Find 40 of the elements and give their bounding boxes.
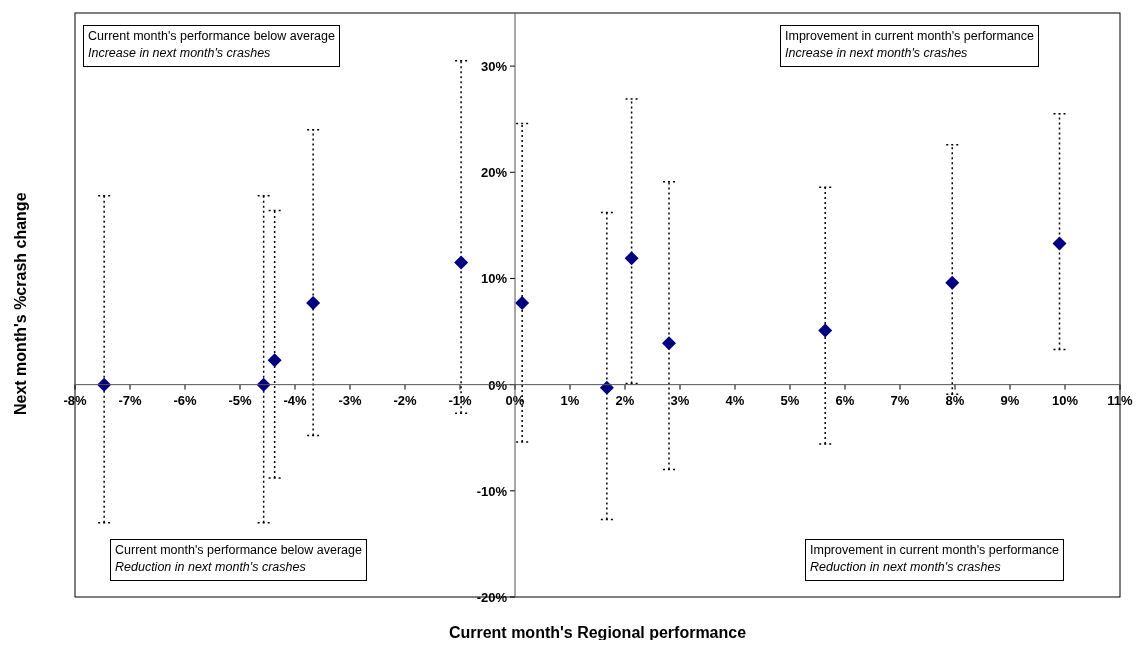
annotation: Improvement in current month's performance Reduction in next month's crashes <box>810 542 1060 576</box>
y-tick-label: 20% <box>480 165 508 181</box>
x-tick-label: 11% <box>1107 392 1134 408</box>
x-tick-label: -5% <box>228 392 252 408</box>
annotation: Current month's performance below average Reduction in next month's crashes <box>115 542 362 576</box>
x-tick-label: 9% <box>1000 392 1020 408</box>
point <box>267 353 282 368</box>
annotation: Improvement in current month's performance Increase in next month's crashes <box>785 28 1035 62</box>
x-tick-label: 8% <box>945 392 965 408</box>
x-tick-label: 6% <box>835 392 855 408</box>
point <box>306 295 321 310</box>
x-tick-label: 0% <box>505 392 525 408</box>
point <box>662 336 676 351</box>
y-tick-label: -10% <box>476 483 508 499</box>
x-tick-label: 10% <box>1051 392 1079 408</box>
x-tick-label: 4% <box>725 392 745 408</box>
x-tick-label: 5% <box>780 392 800 408</box>
point <box>599 380 614 395</box>
point <box>454 255 469 270</box>
x-tick-label: -4% <box>283 392 307 408</box>
point <box>945 275 960 290</box>
x-tick-label: -7% <box>118 392 142 408</box>
x-tick-label: -1% <box>448 392 472 408</box>
x-tick-label: 1% <box>560 392 580 408</box>
y-tick-label: 30% <box>480 59 508 75</box>
x-tick-label: -3% <box>338 392 362 408</box>
x-tick-label: -2% <box>393 392 417 408</box>
x-tick-label: 7% <box>890 392 910 408</box>
y-tick-label: -20% <box>476 590 508 605</box>
point <box>818 323 833 338</box>
point <box>515 295 530 310</box>
x-tick-label: 2% <box>615 392 635 408</box>
x-tick-label: -8% <box>63 392 87 408</box>
point <box>624 251 639 266</box>
y-tick-label: 10% <box>480 271 508 287</box>
y-axis-title: Next month's %crash change <box>11 192 29 415</box>
x-tick-label: -6% <box>173 392 197 408</box>
x-tick-label: 3% <box>670 392 690 408</box>
annotation: Current month's performance below average Increase in next month's crashes <box>88 28 335 62</box>
point <box>1052 236 1067 251</box>
